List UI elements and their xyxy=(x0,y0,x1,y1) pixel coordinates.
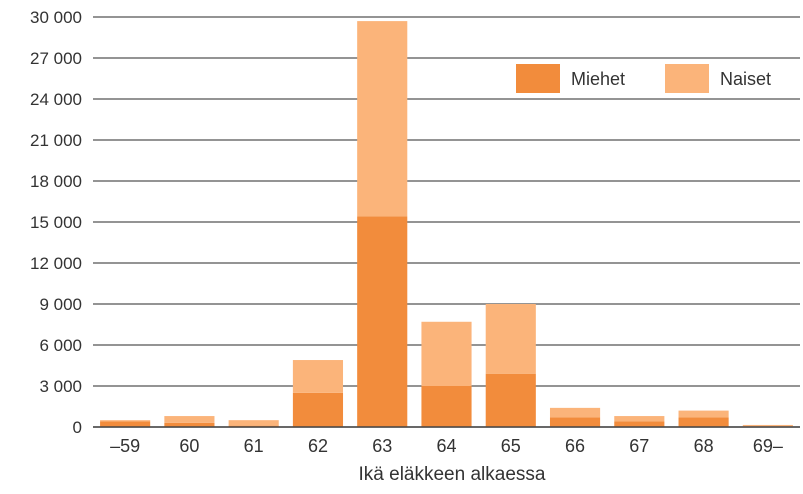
bar-miehet-–59 xyxy=(100,421,151,427)
x-tick-label: 65 xyxy=(501,436,521,456)
legend: Miehet Naiset xyxy=(516,64,771,93)
y-tick-label: 21 000 xyxy=(30,131,82,150)
legend-label-miehet: Miehet xyxy=(571,69,625,89)
bar-miehet-68 xyxy=(678,417,729,427)
y-tick-label: 12 000 xyxy=(30,254,82,273)
y-tick-label: 0 xyxy=(73,418,82,437)
x-axis-label: Ikä eläkkeen alkaessa xyxy=(359,464,546,485)
x-tick-label: 63 xyxy=(372,436,392,456)
bar-naiset-66 xyxy=(549,407,601,418)
y-tick-label: 9 000 xyxy=(39,295,82,314)
bar-naiset-63 xyxy=(357,21,408,217)
bar-naiset-67 xyxy=(614,416,665,422)
x-tick-label: 66 xyxy=(565,436,585,456)
legend-swatch-naiset xyxy=(665,64,709,93)
bar-naiset-65 xyxy=(485,304,536,374)
bar-miehet-60 xyxy=(164,422,215,427)
bar-naiset-68 xyxy=(678,410,729,418)
axis-layer: 0 3 000 6 000 9 000 12 000 15 000 18 000 21 000… xyxy=(30,8,800,456)
y-tick-label: 27 000 xyxy=(30,49,82,68)
bar-naiset-69– xyxy=(742,424,793,427)
x-tick-label: 61 xyxy=(244,436,264,456)
x-tick-label: 62 xyxy=(308,436,328,456)
bar-naiset-62 xyxy=(292,360,344,393)
x-tick-label: 68 xyxy=(694,436,714,456)
bar-naiset-64 xyxy=(421,321,472,386)
bar-naiset-–59 xyxy=(100,420,151,422)
y-tick-label: 24 000 xyxy=(30,90,82,109)
x-tick-label: 60 xyxy=(179,436,199,456)
legend-label-naiset: Naiset xyxy=(720,69,771,89)
y-tick-label: 3 000 xyxy=(39,377,82,396)
legend-swatch-miehet xyxy=(516,64,560,93)
x-tick-label: 67 xyxy=(629,436,649,456)
y-tick-label: 6 000 xyxy=(39,336,82,355)
bar-naiset-60 xyxy=(164,416,215,423)
bar-miehet-64 xyxy=(421,386,472,427)
bar-naiset-61 xyxy=(228,420,279,426)
bar-miehet-66 xyxy=(549,417,601,427)
bar-miehet-67 xyxy=(614,421,665,427)
bar-miehet-65 xyxy=(485,373,536,427)
y-tick-label: 18 000 xyxy=(30,172,82,191)
x-tick-label: –59 xyxy=(110,436,140,456)
y-tick-label: 15 000 xyxy=(30,213,82,232)
x-tick-label: 69– xyxy=(753,436,783,456)
y-tick-label: 30 000 xyxy=(30,8,82,27)
bar-miehet-62 xyxy=(292,392,344,427)
bar-miehet-63 xyxy=(357,216,408,427)
grid-layer xyxy=(93,16,800,428)
x-tick-label: 64 xyxy=(436,436,456,456)
